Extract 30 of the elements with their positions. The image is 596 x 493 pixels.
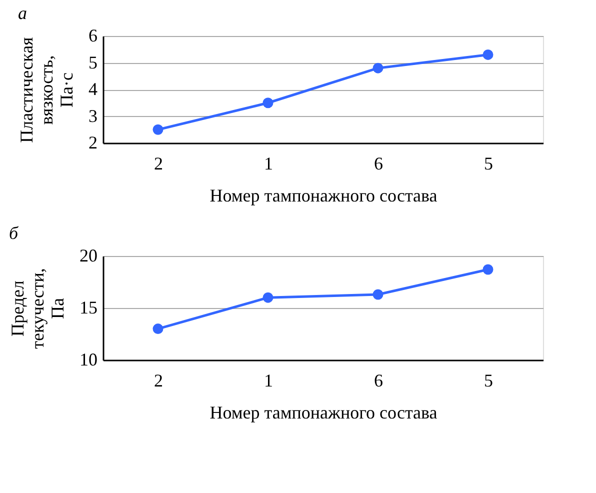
y-tick-label: 4 [88,79,98,99]
y-axis-title: Предел текучести, Па [8,268,68,349]
point [372,62,384,74]
y-tick-label: 6 [88,26,98,46]
point [372,289,384,300]
y-tick-label: 2 [88,132,98,152]
x-tick-label: 2 [154,370,163,390]
x-tick-label: 5 [484,370,493,390]
x-tick-label: 2 [154,154,163,174]
point [262,98,274,108]
point [152,124,164,135]
y-tick-label: 5 [88,52,98,72]
x-tick-label: 1 [264,370,273,390]
x-tick-label: 1 [264,154,273,174]
x-axis-title: Номер тампонажного состава [210,402,438,422]
chart-title: б [9,223,19,243]
x-tick-label: 6 [374,154,383,174]
x-tick-label: 6 [374,370,383,390]
x-tick-label: 5 [484,154,493,174]
y-tick-label: 15 [80,298,98,318]
point [262,292,274,303]
x-axis-title: Номер тампонажного состава [210,186,438,206]
y-axis-title: Пластическая вязкость, Па·с [16,37,76,143]
point [482,264,494,275]
point [152,324,164,334]
point [482,49,494,60]
y-tick-label: 20 [80,246,98,266]
y-tick-label: 3 [88,106,98,126]
chart-title: а [18,3,27,23]
y-tick-label: 10 [80,350,98,370]
